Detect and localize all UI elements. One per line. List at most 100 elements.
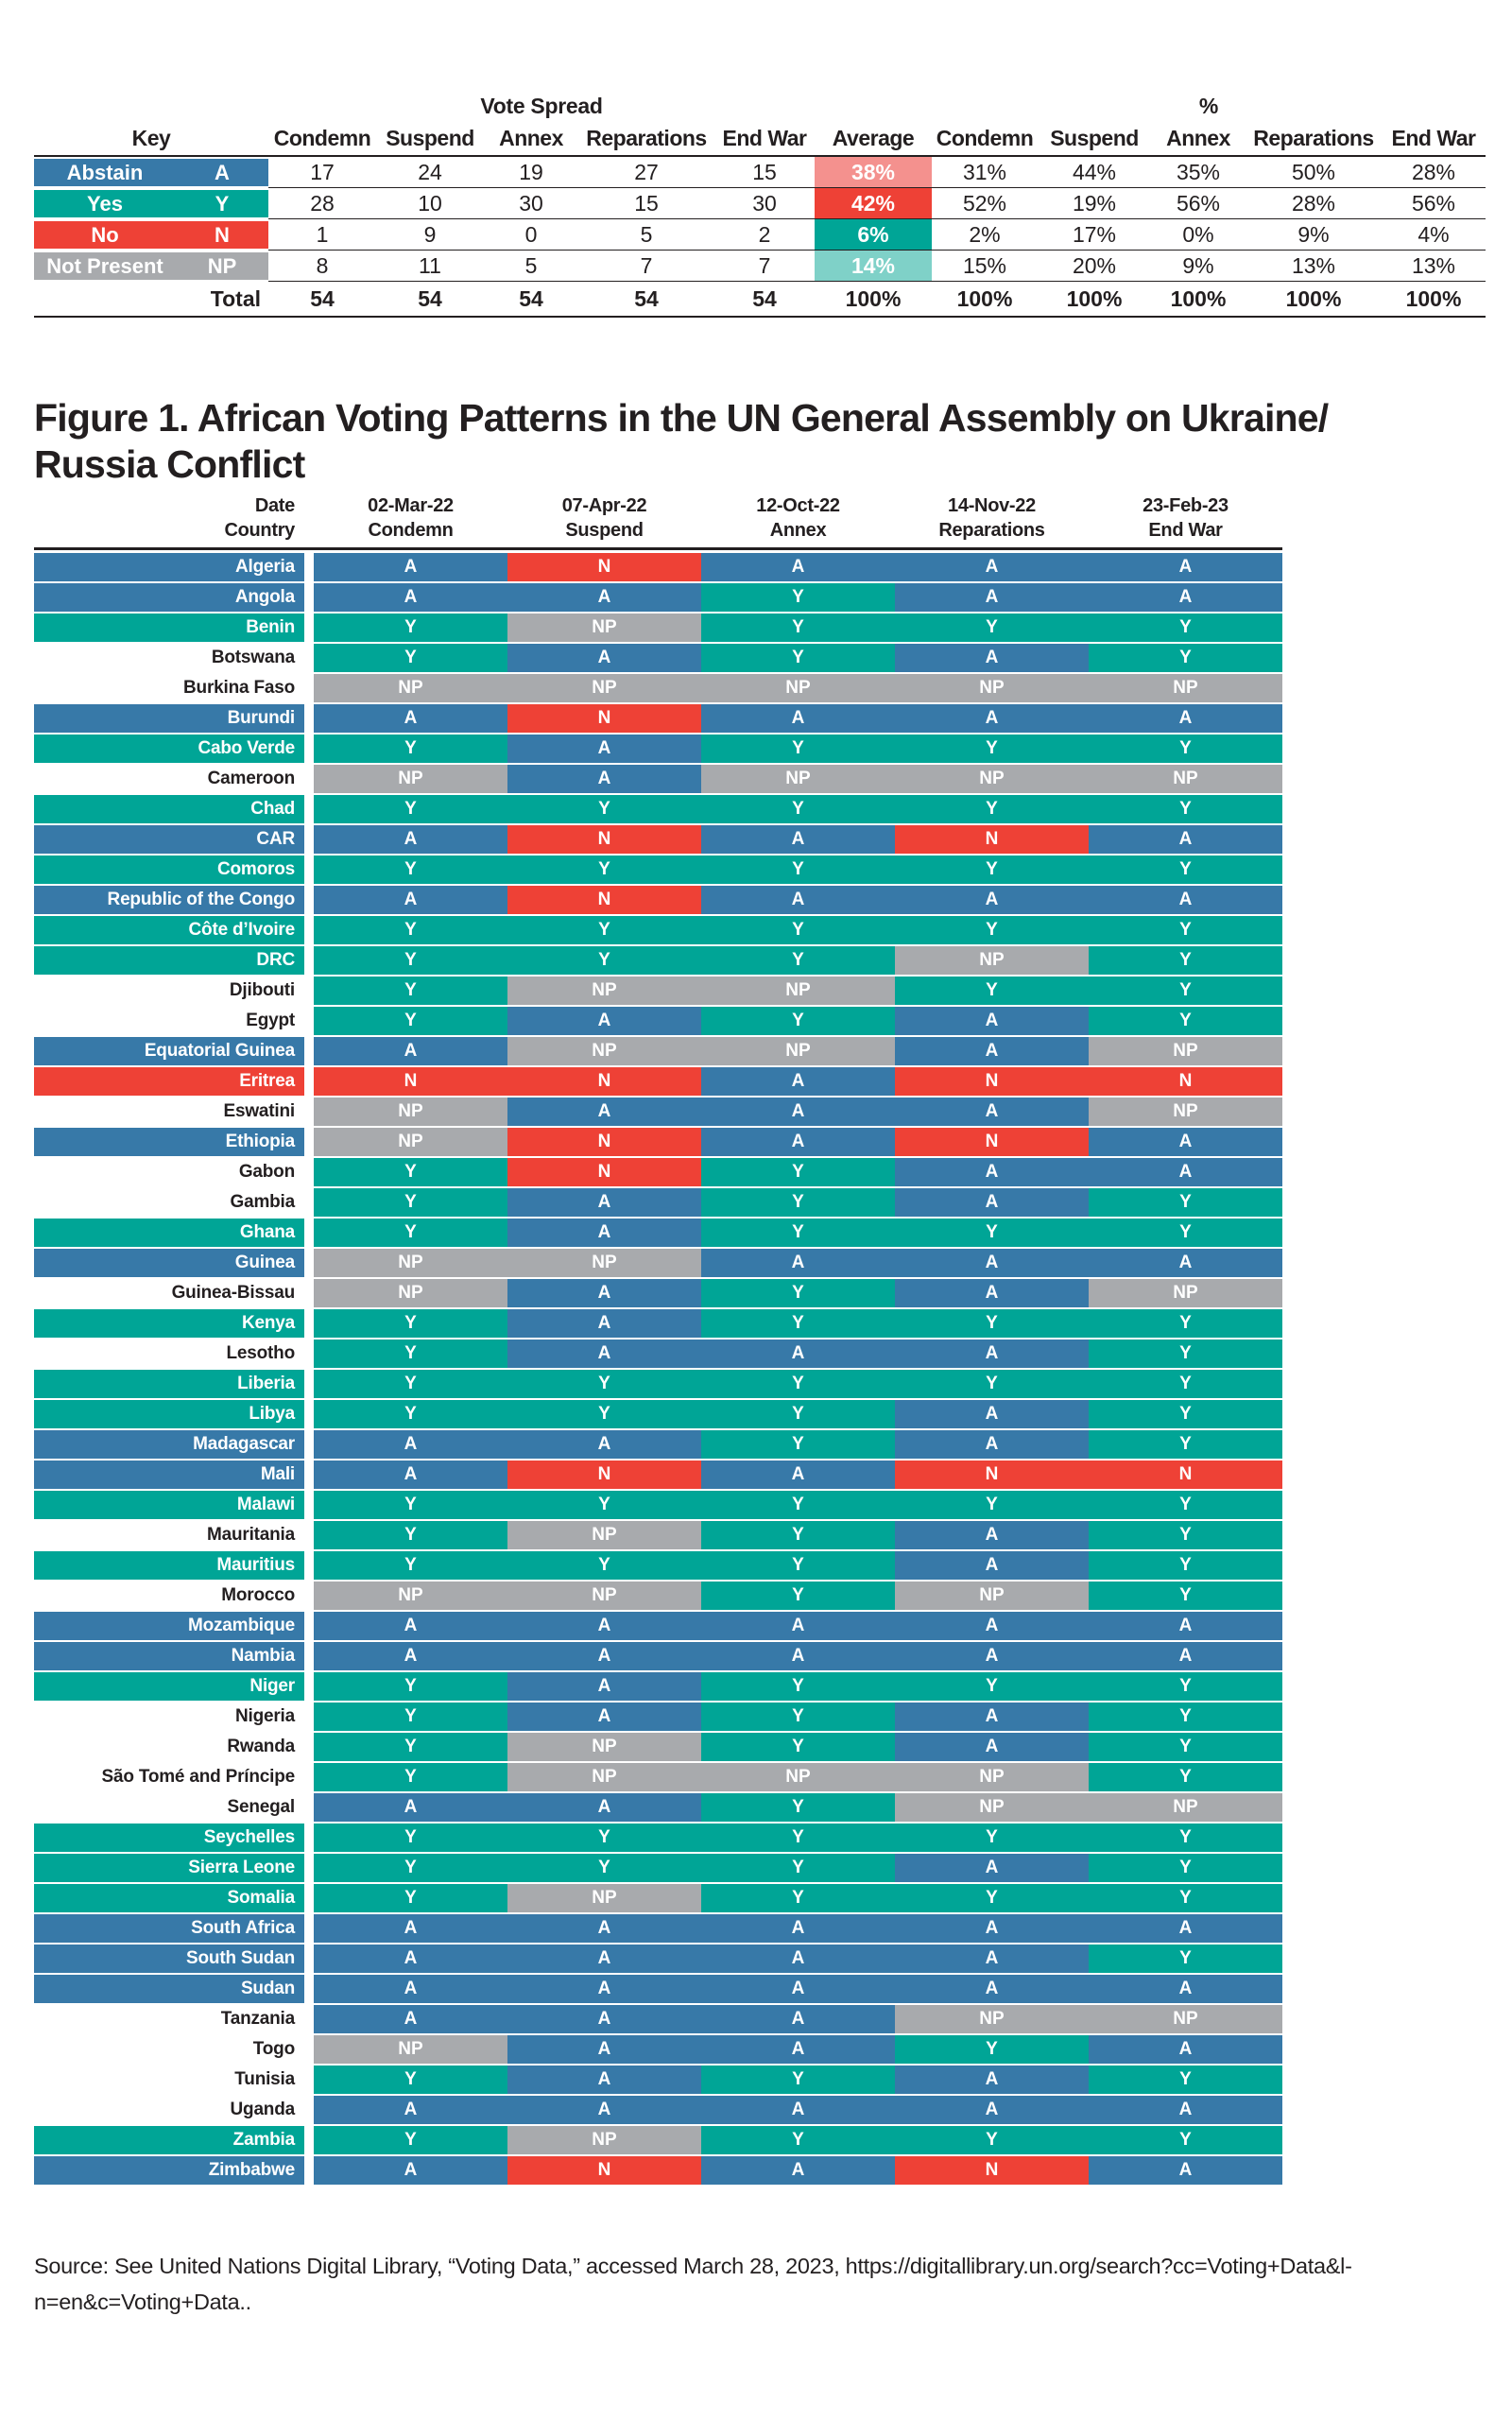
figure-title-line-2: Russia Conflict: [34, 442, 305, 486]
vote-cell: A: [314, 1461, 507, 1489]
vote-cell: Y: [314, 1703, 507, 1731]
column-resolution: Condemn: [368, 520, 454, 541]
vote-cell: A: [314, 2096, 507, 2124]
vote-cell: A: [507, 1945, 701, 1973]
vote-cell: A: [701, 1914, 895, 1943]
total-percent-cell: 100%: [932, 282, 1038, 318]
vote-cell: NP: [314, 765, 507, 793]
vote-cell: A: [895, 704, 1089, 733]
vote-cell: A: [314, 704, 507, 733]
vote-cell: NP: [1089, 1279, 1282, 1307]
vote-cell: Y: [1089, 1340, 1282, 1368]
row-spacer: [304, 2096, 314, 2124]
count-cell: 10: [376, 188, 484, 219]
vote-cell: Y: [314, 795, 507, 823]
vote-cell: A: [701, 2005, 895, 2033]
vote-cell: A: [507, 2035, 701, 2064]
vote-row: Y NP Y Y Y: [314, 1884, 1282, 1912]
vote-cell: Y: [895, 1370, 1089, 1398]
country-label: Seychelles: [34, 1824, 304, 1852]
row-spacer: [304, 795, 314, 823]
count-column-header: Reparations: [578, 121, 714, 157]
country-label: Gabon: [238, 1162, 295, 1182]
vote-row: Y NP Y A Y: [314, 1521, 1282, 1549]
vote-cell: Y: [507, 1854, 701, 1882]
vote-cell: Y: [314, 916, 507, 944]
count-cell: 2: [714, 219, 815, 251]
vote-cell: A: [507, 583, 701, 612]
vote-cell: A: [895, 583, 1089, 612]
vote-cell: Y: [895, 916, 1089, 944]
vote-cell: N: [507, 886, 701, 914]
vote-cell: Y: [507, 1400, 701, 1428]
vote-cell: N: [507, 704, 701, 733]
vote-cell: A: [895, 1400, 1089, 1428]
vote-cell: A: [895, 1975, 1089, 2003]
vote-cell: Y: [895, 1884, 1089, 1912]
row-spacer: [304, 1612, 314, 1640]
column-date: 02-Mar-22: [368, 495, 454, 516]
country-label: Libya: [34, 1400, 304, 1428]
vote-cell: A: [507, 735, 701, 763]
percent-cell: 4%: [1382, 219, 1486, 251]
vote-cell: A: [895, 1914, 1089, 1943]
total-count-cell: 54: [578, 282, 714, 318]
total-average-cell: 100%: [815, 282, 932, 318]
vote-cell: NP: [507, 1582, 701, 1610]
vote-cell: Y: [701, 1551, 895, 1580]
vote-cell: Y: [701, 1188, 895, 1217]
row-spacer: [304, 916, 314, 944]
vote-cell: Y: [701, 1703, 895, 1731]
vote-cell: A: [507, 1975, 701, 2003]
vote-cell: Y: [701, 1279, 895, 1307]
vote-cell: N: [507, 1067, 701, 1096]
vote-cell: A: [701, 1340, 895, 1368]
country-label: São Tomé and Príncipe: [101, 1767, 296, 1787]
country-label: Republic of the Congo: [34, 886, 304, 914]
country-label: Somalia: [34, 1884, 304, 1912]
row-spacer: [304, 1975, 314, 2003]
vote-cell: A: [895, 553, 1089, 581]
percent-cell: 15%: [932, 251, 1038, 282]
resolution-column-header: 02-Mar-22 Condemn: [314, 493, 507, 544]
vote-row: NP NP A A A: [314, 1249, 1282, 1277]
date-label: Date: [254, 495, 295, 516]
column-resolution: Reparations: [938, 520, 1045, 541]
count-column-header: End War: [714, 121, 815, 157]
country-label: Cameroon: [207, 769, 296, 788]
vote-cell: A: [507, 644, 701, 672]
country-label: Gambia: [230, 1192, 296, 1212]
vote-cell: A: [1089, 1914, 1282, 1943]
row-spacer: [304, 553, 314, 581]
vote-cell: A: [1089, 583, 1282, 612]
vote-cell: NP: [895, 1793, 1089, 1822]
row-spacer: [304, 1461, 314, 1489]
vote-cell: Y: [895, 1824, 1089, 1852]
country-label: Guinea-Bissau: [171, 1283, 296, 1303]
vote-cell: A: [1089, 704, 1282, 733]
vote-cell: Y: [1089, 1854, 1282, 1882]
vote-cell: A: [895, 1249, 1089, 1277]
vote-cell: Y: [701, 1158, 895, 1186]
country-label: Rwanda: [227, 1737, 295, 1756]
key-table: Vote Spread % Key Condemn Suspend Annex …: [34, 91, 1486, 318]
vote-cell: Y: [701, 1370, 895, 1398]
vote-cell: A: [895, 1733, 1089, 1761]
vote-cell: A: [895, 1521, 1089, 1549]
vote-cell: Y: [507, 946, 701, 975]
key-code-cell: NP: [176, 252, 268, 280]
vote-cell: Y: [314, 1884, 507, 1912]
key-label-cell: Abstain: [34, 159, 176, 186]
row-spacer: [304, 1249, 314, 1277]
row-spacer: [304, 1763, 314, 1791]
vote-cell: Y: [1089, 2126, 1282, 2154]
figure-title: Figure 1. African Voting Patterns in the…: [34, 395, 1329, 488]
vote-cell: A: [507, 1642, 701, 1670]
